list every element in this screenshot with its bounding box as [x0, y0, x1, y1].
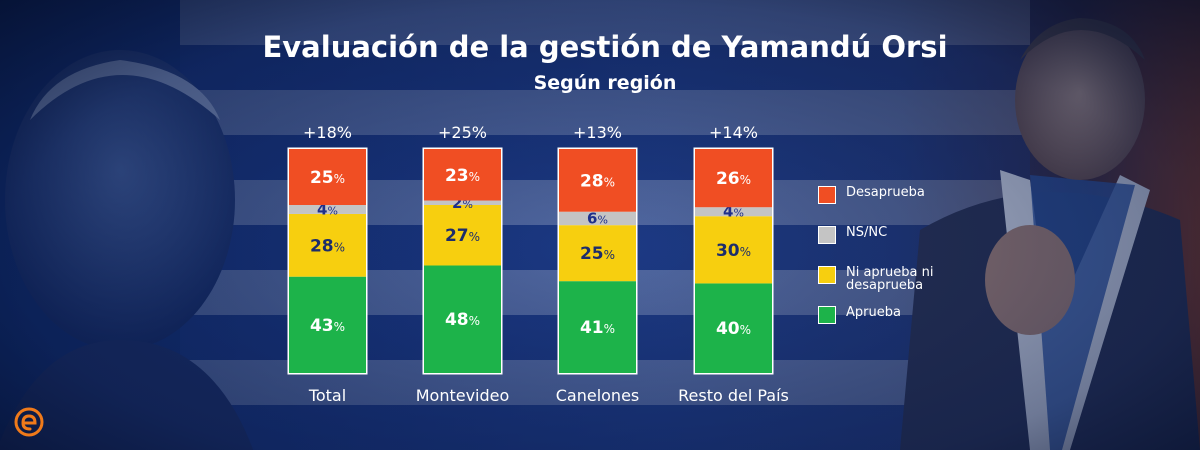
legend-label: Ni aprueba ni desaprueba — [846, 265, 934, 293]
net-approval-label: +18% — [303, 123, 352, 142]
legend-label: Aprueba — [846, 305, 901, 320]
category-label: Canelones — [556, 386, 640, 405]
net-approval-label: +14% — [709, 123, 758, 142]
data-label: 26% — [716, 169, 751, 189]
bar-segment — [695, 216, 772, 284]
data-label: 23% — [445, 166, 480, 186]
data-label: 41% — [580, 318, 615, 338]
data-label: 2% — [452, 194, 473, 212]
data-label: 6% — [587, 209, 608, 227]
bar-segment — [559, 281, 636, 373]
bar-segment — [559, 211, 636, 226]
net-approval-label: +25% — [438, 123, 487, 142]
category-label: Resto del País — [678, 386, 789, 405]
data-label: 4% — [317, 200, 338, 218]
category-label: Montevideo — [416, 386, 510, 405]
legend-swatch — [818, 266, 836, 284]
bar-segment — [424, 200, 501, 205]
data-label: 28% — [580, 171, 615, 191]
legend-item: Ni aprueba ni desaprueba — [818, 266, 978, 292]
bar-segment — [289, 205, 366, 214]
data-label: 43% — [310, 316, 345, 336]
bar-segment — [424, 265, 501, 373]
bar-segment — [695, 207, 772, 217]
bar-segment — [424, 205, 501, 266]
bar-segment — [289, 276, 366, 373]
legend-item: NS/NC — [818, 226, 978, 244]
data-label: 4% — [723, 203, 744, 221]
data-label: 48% — [445, 310, 480, 330]
legend-swatch — [818, 306, 836, 324]
bar-segment — [559, 149, 636, 212]
chart-title: Evaluación de la gestión de Yamandú Orsi — [262, 30, 948, 64]
category-label: Total — [308, 386, 346, 405]
legend-label: Desaprueba — [846, 185, 925, 200]
bar-segment — [289, 149, 366, 205]
legend-swatch — [818, 226, 836, 244]
chart-subtitle: Según región — [533, 72, 677, 94]
legend-label: NS/NC — [846, 225, 888, 240]
brand-logo-icon — [14, 407, 44, 437]
bar-segment — [559, 225, 636, 282]
data-label: 27% — [445, 226, 480, 246]
bar-segment — [695, 149, 772, 208]
legend-item: Aprueba — [818, 306, 978, 324]
data-label: 30% — [716, 241, 751, 261]
bar-segment — [289, 213, 366, 277]
legend-item: Desaprueba — [818, 186, 978, 204]
data-label: 40% — [716, 319, 751, 339]
net-approval-label: +13% — [573, 123, 622, 142]
legend-swatch — [818, 186, 836, 204]
data-label: 28% — [310, 236, 345, 256]
bar-segment — [695, 283, 772, 373]
bar-segment — [424, 149, 501, 201]
data-label: 25% — [310, 168, 345, 188]
data-label: 25% — [580, 244, 615, 264]
